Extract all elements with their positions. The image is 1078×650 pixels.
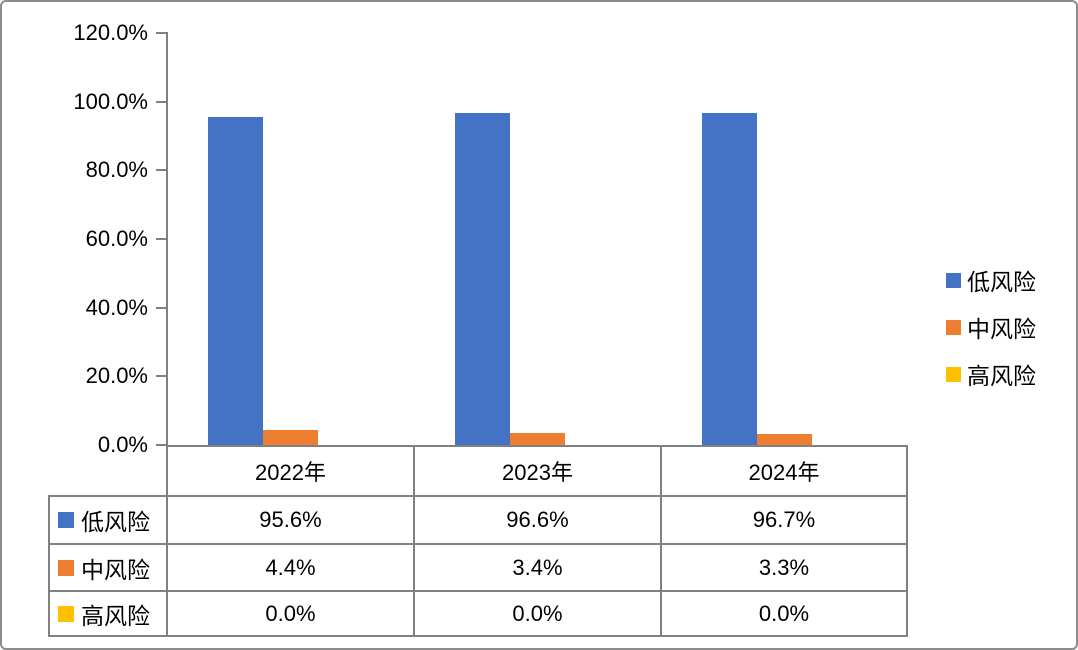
table-line-header-bottom [48,495,908,497]
y-axis-tick-label: 100.0% [73,88,148,114]
table-row-label-text: 低风险 [81,509,150,535]
table-col-header: 2022年 [255,459,326,485]
x-axis-line [166,445,908,447]
legend-label: 低风险 [967,269,1036,295]
legend-entry-high-risk: 高风险 [946,360,1036,389]
bar-low-risk-2022年 [208,117,263,445]
y-axis-tick-label: 80.0% [85,157,148,183]
y-axis-tick-label: 60.0% [85,226,148,251]
bar-medium-risk-2023年 [510,433,565,445]
y-axis-tick-label: 20.0% [85,363,148,389]
table-cell-medium-risk-2023年: 3.4% [512,554,563,580]
bar-medium-risk-2024年 [757,434,812,445]
legend-entry-medium-risk: 中风险 [946,313,1036,342]
series-marker-low-risk-icon [58,512,74,528]
series-marker-medium-risk-icon [58,559,74,576]
table-row-label-high-risk: 高风险 [50,592,166,635]
bar-low-risk-2024年 [702,113,757,445]
table-row-label-text: 高风险 [81,602,150,629]
legend-entry-low-risk: 低风险 [946,266,1036,295]
table-cell-high-risk-2022年: 0.0% [265,600,316,626]
legend-marker-low-risk-icon [946,272,961,288]
table-cell-medium-risk-2022年: 4.4% [265,554,316,580]
legend-label: 高风险 [967,363,1036,389]
table-cell-low-risk-2023年: 96.6% [506,507,569,532]
legend-marker-high-risk-icon [946,366,961,382]
y-axis-line [166,33,168,637]
y-axis-tick [156,306,168,309]
table-cell-low-risk-2024年: 96.7% [752,507,816,532]
table-col-header: 2024年 [748,459,820,485]
bar-medium-risk-2022年 [263,430,318,445]
table-divider-col2 [660,445,662,637]
legend-marker-medium-risk-icon [946,319,961,335]
y-axis-tick [156,375,168,378]
table-divider-col1 [413,445,415,637]
table-line-row2-bottom [48,590,908,592]
table-line-row1-bottom [48,543,908,545]
table-row-label-medium-risk: 中风险 [50,545,166,590]
y-axis-tick-label: 120.0% [73,20,148,45]
legend-label: 中风险 [967,316,1036,342]
y-axis-tick [156,169,168,172]
table-border-right [906,445,908,637]
table-row-label-low-risk: 低风险 [50,497,166,543]
table-border-left [48,495,50,637]
table-cell-low-risk-2022年: 95.6% [259,507,322,532]
table-cell-high-risk-2023年: 0.0% [512,600,563,626]
y-axis-tick-label: 40.0% [85,294,148,320]
table-border-bottom [48,635,908,637]
table-cell-high-risk-2024年: 0.0% [758,600,810,626]
table-cell-medium-risk-2024年: 3.3% [758,554,810,580]
y-axis-tick [156,100,168,103]
table-row-label-text: 中风险 [81,556,150,583]
bar-low-risk-2023年 [455,113,510,445]
y-axis-tick [156,444,168,446]
series-marker-high-risk-icon [58,605,74,622]
y-axis-tick [156,32,168,34]
y-axis-tick-label: 0.0% [97,432,148,457]
table-col-header: 2023年 [502,459,573,485]
y-axis-tick [156,238,168,240]
